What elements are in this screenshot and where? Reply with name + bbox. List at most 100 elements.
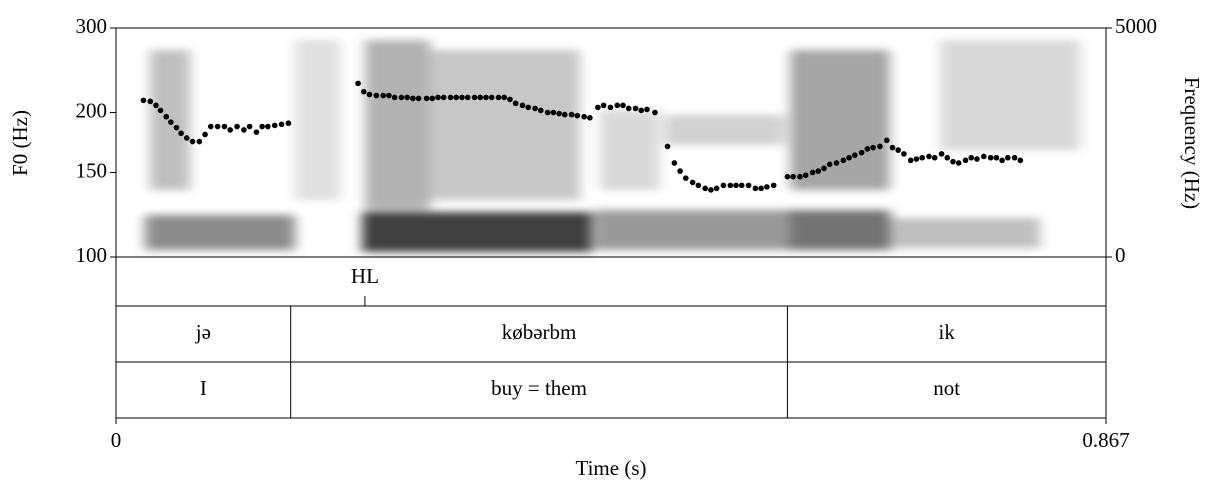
pitch-point bbox=[695, 182, 702, 189]
pitch-point bbox=[713, 185, 720, 192]
pitch-point bbox=[913, 156, 920, 162]
pitch-point bbox=[459, 94, 465, 101]
y2-axis-label: Frequency (Hz) bbox=[1180, 77, 1204, 209]
pitch-point bbox=[968, 154, 975, 161]
y-axis-label: F0 (Hz) bbox=[8, 110, 32, 176]
pitch-point bbox=[241, 127, 247, 133]
pitch-point bbox=[809, 169, 816, 176]
pitch-point bbox=[214, 123, 221, 130]
x-tick-label: 0.867 bbox=[1082, 428, 1129, 452]
y-tick-label: 150 bbox=[76, 158, 108, 182]
pitch-point bbox=[259, 123, 265, 130]
pitch-point bbox=[234, 123, 240, 130]
pitch-point bbox=[196, 138, 203, 145]
y-tick-label: 200 bbox=[76, 98, 108, 122]
pitch-point bbox=[677, 168, 683, 174]
pitch-point bbox=[938, 151, 945, 157]
pitch-point bbox=[931, 154, 938, 161]
pitch-point bbox=[607, 104, 614, 111]
pitch-point bbox=[987, 154, 994, 161]
pitch-point bbox=[207, 123, 214, 130]
pitch-point bbox=[1017, 157, 1024, 164]
pitch-point bbox=[708, 187, 714, 193]
pitch-point bbox=[999, 157, 1005, 164]
pitch-point bbox=[189, 138, 196, 145]
pitch-point bbox=[202, 131, 208, 138]
pitch-point bbox=[840, 157, 847, 164]
pitch-point bbox=[556, 110, 562, 117]
pitch-point bbox=[652, 109, 658, 116]
pitch-point bbox=[752, 185, 759, 192]
tier-label: ik bbox=[939, 320, 956, 344]
pitch-point bbox=[600, 102, 607, 109]
pitch-point bbox=[168, 119, 174, 125]
pitch-point bbox=[271, 122, 278, 129]
pitch-point bbox=[764, 184, 770, 190]
pitch-point bbox=[895, 147, 901, 153]
pitch-point bbox=[488, 94, 495, 101]
pitch-point bbox=[537, 107, 544, 114]
pitch-point bbox=[410, 95, 416, 102]
pitch-point bbox=[525, 104, 532, 111]
pitch-point bbox=[246, 123, 253, 130]
pitch-point bbox=[981, 153, 987, 160]
pitch-point bbox=[858, 149, 865, 156]
pitch-point bbox=[178, 130, 184, 137]
pitch-point bbox=[360, 88, 367, 95]
pitch-point bbox=[183, 135, 190, 141]
pitch-point bbox=[644, 106, 650, 113]
pitch-point bbox=[253, 129, 260, 135]
pitch-point bbox=[1004, 154, 1011, 161]
pitch-point bbox=[745, 182, 752, 189]
pitch-point bbox=[625, 105, 632, 112]
pitch-point bbox=[391, 94, 398, 101]
pitch-point bbox=[447, 94, 454, 101]
pitch-point bbox=[919, 154, 925, 161]
pitch-point bbox=[227, 127, 233, 133]
pitch-point bbox=[689, 179, 696, 186]
pitch-point bbox=[163, 113, 170, 120]
tier-label: buy = them bbox=[491, 376, 587, 400]
pitch-point bbox=[733, 182, 739, 189]
pitch-point bbox=[471, 94, 478, 101]
pitch-point bbox=[974, 156, 980, 162]
pitch-point bbox=[423, 95, 430, 102]
pitch-point bbox=[727, 182, 734, 189]
pitch-point bbox=[415, 95, 422, 102]
pitch-point bbox=[790, 173, 796, 180]
tier-label: I bbox=[200, 376, 207, 400]
pitch-point bbox=[671, 160, 678, 166]
tier-label: not bbox=[933, 376, 960, 400]
pitch-point bbox=[278, 121, 285, 128]
pitch-point bbox=[962, 157, 969, 164]
pitch-point bbox=[404, 94, 410, 101]
pitch-point bbox=[366, 91, 373, 98]
x-tick-label: 0 bbox=[111, 428, 122, 452]
pitch-point bbox=[568, 111, 575, 118]
pitch-point bbox=[574, 112, 581, 119]
pitch-point bbox=[907, 157, 914, 164]
pitch-point bbox=[738, 182, 745, 189]
pitch-point bbox=[483, 94, 489, 101]
pitch-point bbox=[398, 94, 405, 101]
pitch-point bbox=[702, 185, 709, 192]
pitch-point bbox=[770, 182, 777, 189]
pitch-point bbox=[632, 105, 639, 112]
pitch-point bbox=[901, 151, 907, 157]
pitch-point bbox=[544, 109, 551, 116]
pitch-point bbox=[944, 154, 951, 161]
pitch-point bbox=[758, 185, 764, 192]
pitch-point bbox=[147, 98, 154, 105]
pitch-point bbox=[380, 92, 386, 99]
pitch-point bbox=[851, 152, 858, 158]
pitch-point bbox=[682, 175, 689, 181]
y2-tick-label: 0 bbox=[1115, 243, 1126, 267]
pitch-point bbox=[638, 107, 645, 114]
pitch-point bbox=[507, 96, 513, 103]
pitch-point bbox=[285, 120, 292, 127]
pitch-point bbox=[495, 94, 502, 101]
pitch-point bbox=[815, 168, 822, 174]
pitch-point bbox=[877, 143, 883, 150]
pitch-point bbox=[157, 107, 164, 114]
pitch-point bbox=[883, 137, 890, 144]
